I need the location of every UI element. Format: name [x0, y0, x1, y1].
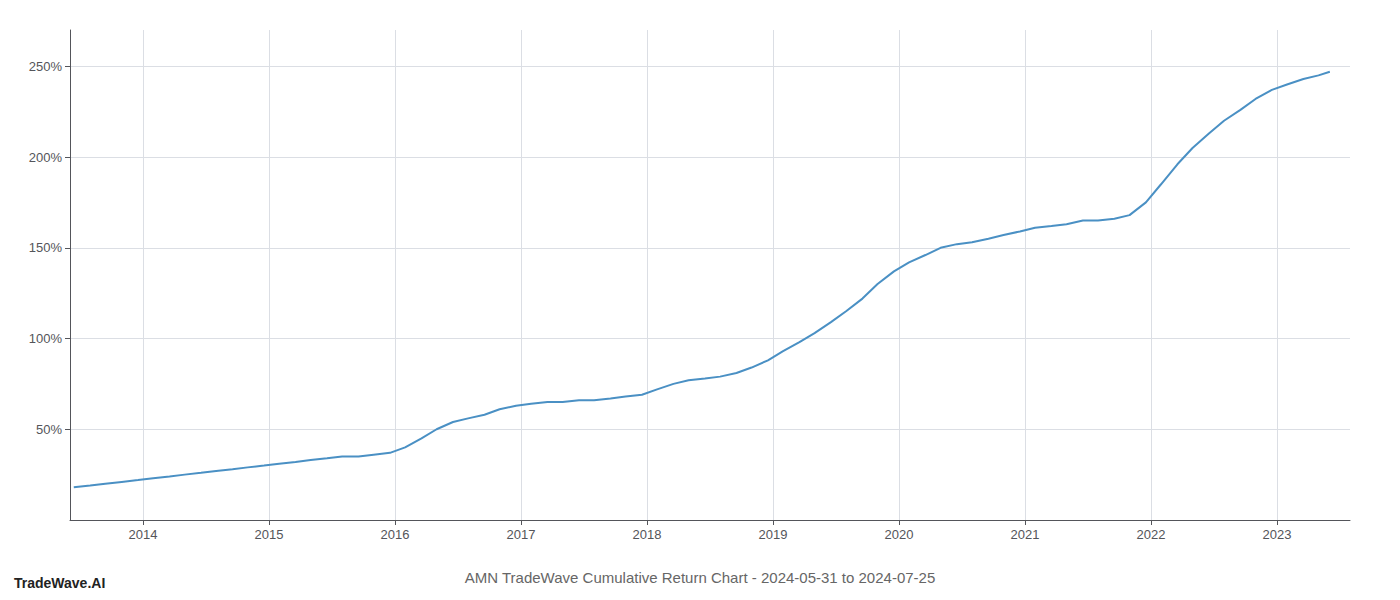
svg-text:2016: 2016 — [381, 527, 410, 542]
svg-text:AMN TradeWave Cumulative Retur: AMN TradeWave Cumulative Return Chart - … — [465, 569, 936, 586]
svg-text:2019: 2019 — [759, 527, 788, 542]
svg-text:2021: 2021 — [1010, 527, 1039, 542]
svg-text:200%: 200% — [29, 150, 63, 165]
svg-text:2018: 2018 — [633, 527, 662, 542]
svg-text:250%: 250% — [29, 59, 63, 74]
svg-text:2022: 2022 — [1136, 527, 1165, 542]
svg-text:2017: 2017 — [507, 527, 536, 542]
svg-text:2014: 2014 — [129, 527, 158, 542]
svg-text:50%: 50% — [36, 422, 62, 437]
svg-text:100%: 100% — [29, 331, 63, 346]
svg-text:2015: 2015 — [255, 527, 284, 542]
svg-text:2020: 2020 — [885, 527, 914, 542]
svg-text:2023: 2023 — [1262, 527, 1291, 542]
svg-text:150%: 150% — [29, 240, 63, 255]
svg-text:TradeWave.AI: TradeWave.AI — [14, 575, 105, 591]
